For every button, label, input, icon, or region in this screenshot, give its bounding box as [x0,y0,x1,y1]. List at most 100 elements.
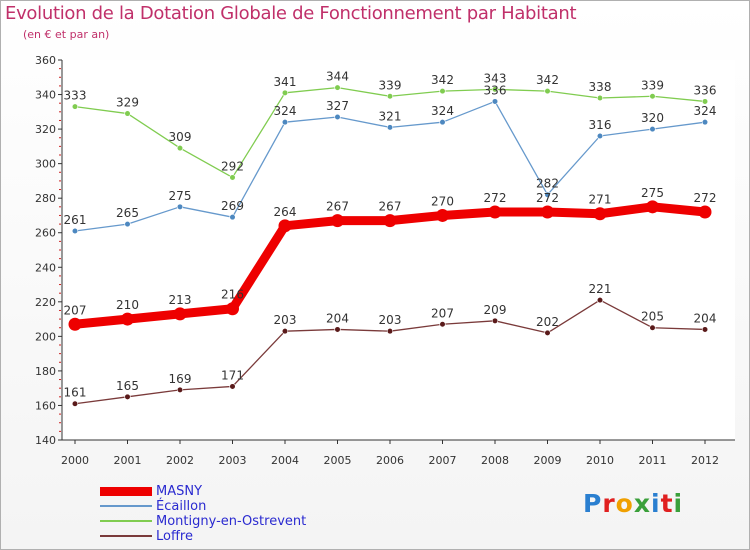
data-label-loffre: 204 [694,311,717,325]
data-point-ecaillon [701,119,709,126]
y-tick-label: 280 [35,192,56,205]
x-tick-label: 2001 [114,454,142,467]
proxiti-logo: Proxiti [583,489,683,518]
data-label-masny: 270 [431,194,454,208]
data-point-montigny-en-ostrevent [281,89,289,96]
x-tick-label: 2000 [61,454,89,467]
data-point-masny [646,200,659,214]
data-point-masny [173,307,187,321]
data-label-montigny-en-ostrevent: 329 [116,96,139,110]
logo-letter: P [583,489,603,518]
data-label-montigny-en-ostrevent: 342 [431,73,454,87]
data-point-masny [541,205,554,219]
data-label-masny: 213 [169,293,192,307]
x-tick-label: 2003 [219,454,247,467]
data-label-loffre: 203 [379,313,402,327]
logo-letter: r [602,489,616,518]
data-point-ecaillon [386,124,394,131]
data-label-montigny-en-ostrevent: 309 [169,130,192,144]
data-label-masny: 272 [484,191,507,205]
data-label-loffre: 203 [274,313,297,327]
logo-letter: i [673,489,684,518]
legend-label: Écaillon [156,499,207,514]
y-tick-label: 300 [35,158,56,171]
data-point-masny [436,208,449,222]
data-label-loffre: 165 [116,379,139,393]
data-point-masny [331,214,344,228]
data-point-loffre [386,328,394,335]
data-label-loffre: 209 [484,303,507,317]
data-label-masny: 272 [536,191,559,205]
y-tick-label: 140 [35,434,56,447]
data-point-loffre [439,321,446,328]
data-label-ecaillon: 324 [431,104,454,118]
data-point-ecaillon [544,191,551,198]
legend-label: MASNY [156,484,203,499]
data-point-masny [121,312,134,326]
x-tick-label: 2002 [166,454,194,467]
data-point-ecaillon [596,132,604,140]
chart-subtitle: (en € et par an) [23,28,110,41]
data-point-masny [698,205,712,219]
data-point-loffre [544,329,551,337]
data-label-montigny-en-ostrevent: 336 [694,83,717,97]
data-point-montigny-en-ostrevent [124,110,131,117]
data-label-montigny-en-ostrevent: 333 [64,89,87,103]
data-label-loffre: 207 [431,306,454,320]
data-label-ecaillon: 321 [379,109,402,123]
x-tick-label: 2010 [586,454,614,467]
data-point-montigny-en-ostrevent [176,144,184,152]
data-point-ecaillon [491,98,499,105]
data-point-loffre [176,386,184,394]
x-tick-label: 2007 [429,454,457,467]
data-label-ecaillon: 282 [536,177,559,191]
data-label-ecaillon: 316 [589,118,612,132]
data-point-loffre [596,296,604,304]
data-point-montigny-en-ostrevent [229,174,236,181]
data-point-ecaillon [176,203,184,210]
data-point-masny [488,205,502,219]
data-label-montigny-en-ostrevent: 343 [484,71,507,85]
data-label-montigny-en-ostrevent: 292 [221,159,244,173]
data-point-loffre [491,317,499,324]
data-point-loffre [649,324,656,331]
data-point-ecaillon [649,125,656,133]
data-label-masny: 210 [116,298,139,312]
data-label-montigny-en-ostrevent: 339 [641,78,664,92]
data-label-montigny-en-ostrevent: 339 [379,78,402,92]
y-tick-label: 200 [35,330,56,343]
legend-label: Montigny-en-Ostrevent [156,514,307,529]
data-label-masny: 267 [326,200,349,214]
y-tick-label: 160 [35,399,56,412]
data-label-loffre: 169 [169,372,192,386]
y-tick-label: 240 [35,261,56,274]
data-point-masny [593,207,607,221]
data-label-masny: 264 [274,205,297,219]
data-label-ecaillon: 269 [221,199,244,213]
data-point-ecaillon [229,214,236,221]
legend-label: Loffre [156,529,193,544]
data-label-masny: 216 [221,288,244,302]
logo-letter: o [615,489,634,518]
data-point-montigny-en-ostrevent [596,94,604,102]
x-tick-label: 2005 [324,454,352,467]
data-label-montigny-en-ostrevent: 341 [274,75,297,89]
data-label-ecaillon: 324 [694,104,717,118]
data-label-masny: 207 [64,303,87,317]
data-label-ecaillon: 265 [116,206,139,220]
data-label-montigny-en-ostrevent: 338 [589,80,612,94]
y-tick-label: 360 [35,54,56,67]
data-point-montigny-en-ostrevent [544,87,551,95]
data-point-ecaillon [334,113,341,121]
data-point-masny [68,317,82,331]
data-label-ecaillon: 327 [326,99,349,113]
data-point-ecaillon [124,220,131,228]
y-tick-label: 340 [35,89,56,102]
data-label-ecaillon: 275 [169,189,192,203]
data-label-montigny-en-ostrevent: 342 [536,73,559,87]
data-label-masny: 271 [589,193,612,207]
data-point-loffre [701,326,709,333]
data-label-ecaillon: 336 [484,83,507,97]
x-tick-label: 2009 [534,454,562,467]
